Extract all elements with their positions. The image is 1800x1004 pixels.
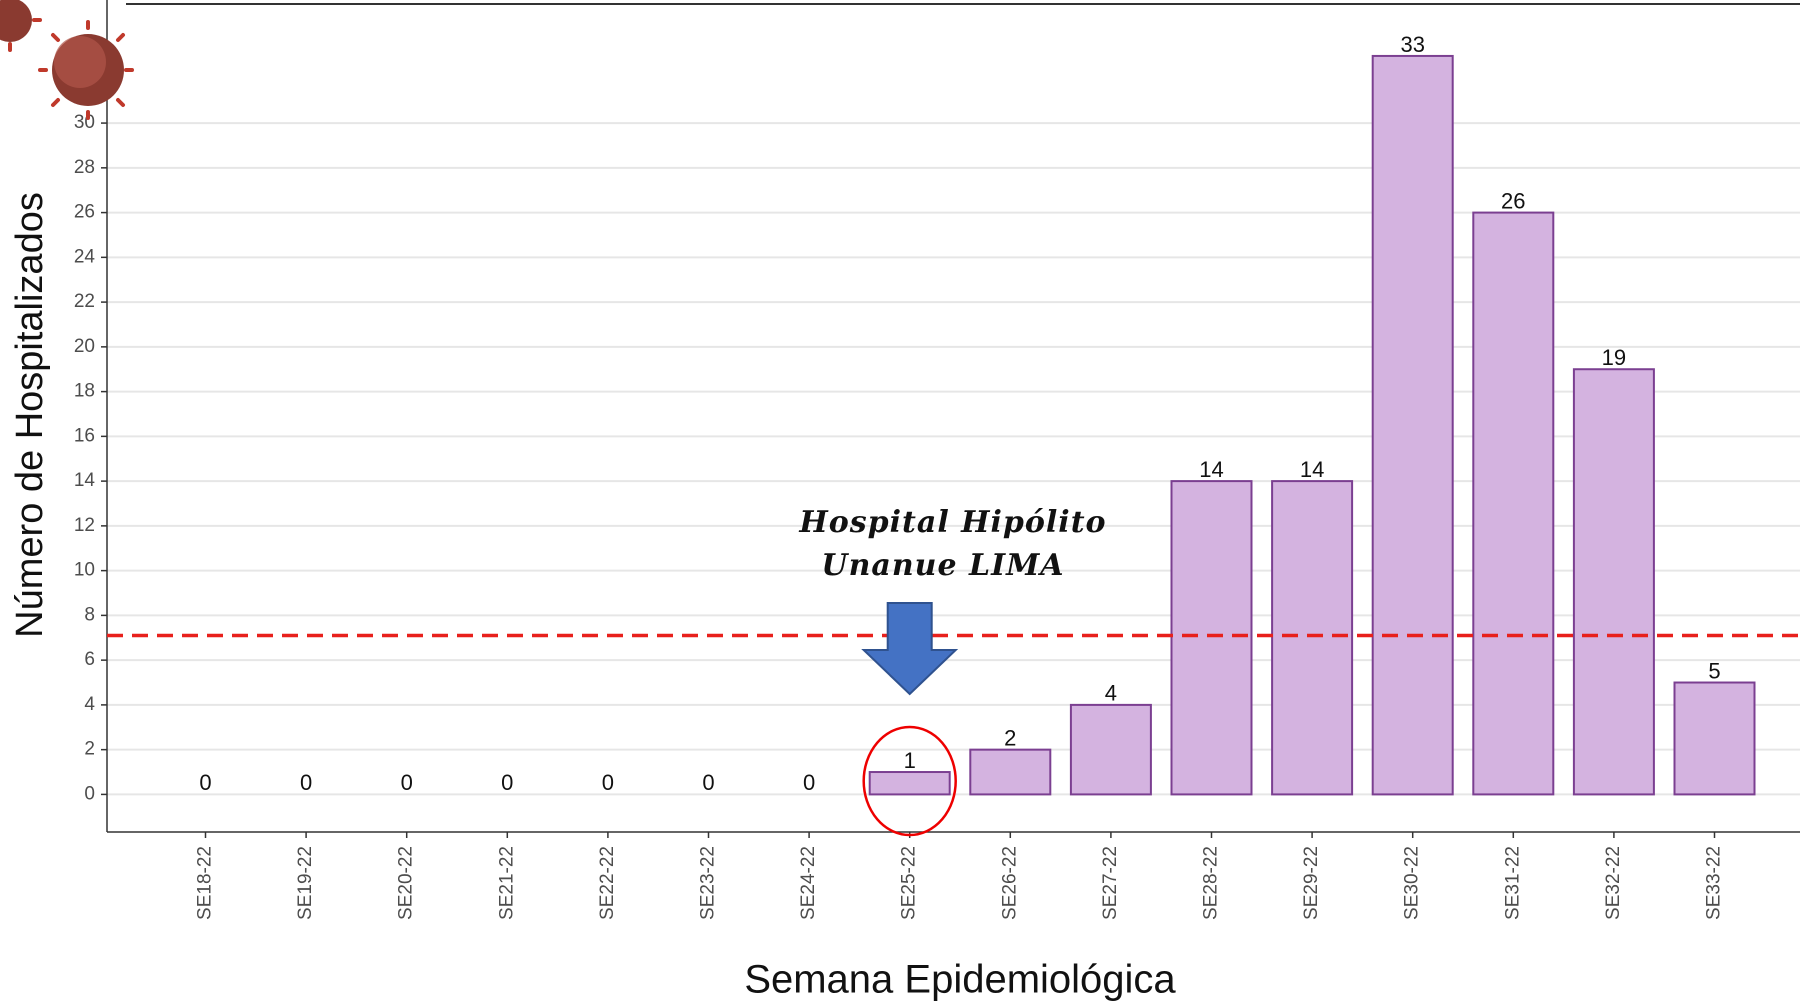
value-label: 0 bbox=[702, 770, 714, 795]
y-tick-label: 4 bbox=[84, 694, 95, 715]
x-tick-label: SE29-22 bbox=[1301, 846, 1322, 920]
value-label: 0 bbox=[803, 770, 815, 795]
value-label: 26 bbox=[1501, 188, 1525, 213]
y-tick-label: 18 bbox=[74, 381, 95, 402]
chart: 024681012141618202224262830 0SE18-220SE1… bbox=[0, 0, 1800, 1004]
bar bbox=[1574, 369, 1654, 794]
y-tick-label: 28 bbox=[74, 157, 95, 178]
y-tick-label: 2 bbox=[84, 739, 95, 760]
bar bbox=[870, 772, 950, 794]
value-label: 0 bbox=[602, 770, 614, 795]
value-label: 1 bbox=[904, 748, 916, 773]
x-tick-label: SE18-22 bbox=[195, 846, 216, 920]
y-tick-label: 14 bbox=[74, 470, 96, 491]
bar bbox=[1172, 481, 1252, 794]
value-label: 14 bbox=[1300, 457, 1324, 482]
bar bbox=[1272, 481, 1352, 794]
annotation: Hospital Hipólito bbox=[798, 505, 1106, 540]
y-tick-label: 26 bbox=[74, 202, 95, 223]
annotation: Unanue LIMA bbox=[821, 548, 1064, 583]
bar bbox=[1373, 56, 1453, 794]
value-label: 19 bbox=[1602, 345, 1626, 370]
y-tick-label: 20 bbox=[74, 336, 95, 357]
bar bbox=[1071, 705, 1151, 795]
y-tick-label: 10 bbox=[74, 560, 95, 581]
x-tick-label: SE33-22 bbox=[1704, 846, 1725, 920]
x-tick-label: SE20-22 bbox=[396, 846, 417, 920]
x-tick-label: SE21-22 bbox=[496, 846, 517, 920]
y-tick-label: 0 bbox=[84, 783, 95, 804]
x-tick-label: SE22-22 bbox=[597, 846, 618, 920]
x-tick-label: SE19-22 bbox=[295, 846, 316, 920]
value-label: 2 bbox=[1004, 725, 1016, 750]
bar bbox=[1473, 213, 1553, 795]
value-label: 0 bbox=[300, 770, 312, 795]
value-label: 4 bbox=[1105, 681, 1117, 706]
value-label: 0 bbox=[401, 770, 413, 795]
x-tick-label: SE32-22 bbox=[1603, 846, 1624, 920]
y-tick-label: 24 bbox=[74, 246, 96, 267]
y-tick-label: 12 bbox=[74, 515, 95, 536]
x-tick-label: SE31-22 bbox=[1502, 846, 1523, 920]
y-tick-label: 8 bbox=[84, 604, 95, 625]
x-tick-label: SE25-22 bbox=[899, 846, 920, 920]
x-axis-title: Semana Epidemiológica bbox=[744, 958, 1176, 1002]
value-label: 5 bbox=[1708, 658, 1720, 683]
x-tick-label: SE28-22 bbox=[1201, 846, 1222, 920]
x-tick-label: SE27-22 bbox=[1100, 846, 1121, 920]
value-label: 0 bbox=[199, 770, 211, 795]
y-tick-label: 22 bbox=[74, 291, 95, 312]
bar bbox=[970, 750, 1050, 795]
value-label: 33 bbox=[1400, 32, 1424, 57]
x-tick-label: SE26-22 bbox=[999, 846, 1020, 920]
x-tick-label: SE24-22 bbox=[798, 846, 819, 920]
bar bbox=[1675, 683, 1755, 795]
y-tick-label: 16 bbox=[74, 425, 95, 446]
value-label: 0 bbox=[501, 770, 513, 795]
y-tick-label: 30 bbox=[74, 112, 95, 133]
y-tick-label: 6 bbox=[84, 649, 95, 670]
y-axis-title: Número de Hospitalizados bbox=[9, 192, 51, 638]
x-tick-label: SE23-22 bbox=[698, 846, 719, 920]
x-tick-label: SE30-22 bbox=[1402, 846, 1423, 920]
value-label: 14 bbox=[1199, 457, 1223, 482]
